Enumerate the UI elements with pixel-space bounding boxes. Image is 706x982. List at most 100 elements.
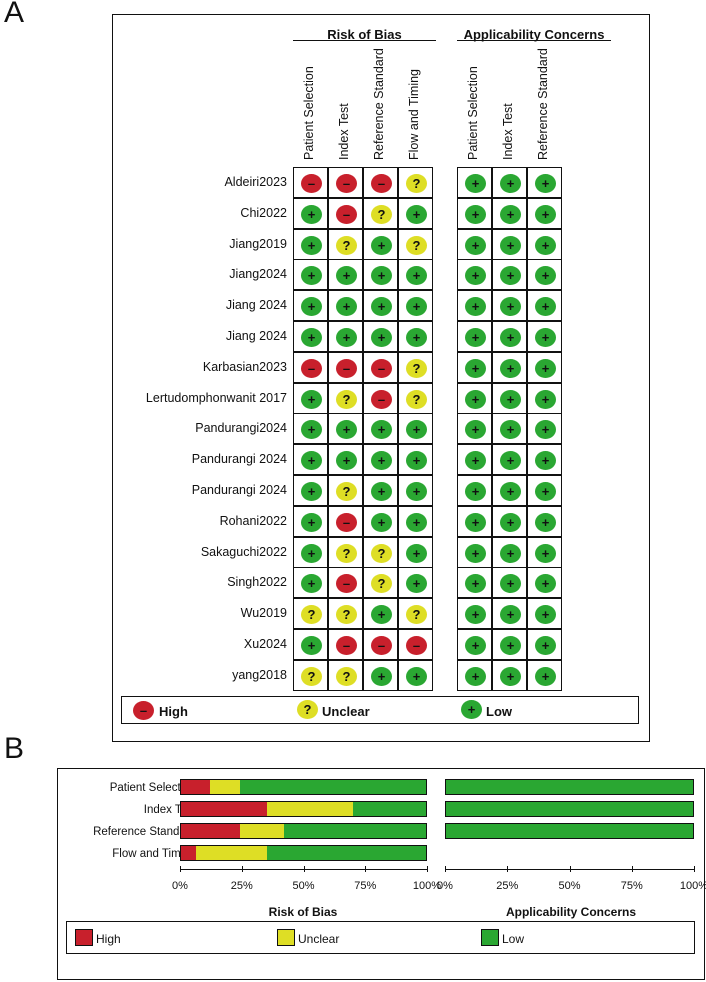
judgement-symbol: + xyxy=(465,266,486,286)
judgement-symbol: + xyxy=(500,297,521,317)
app-bar xyxy=(445,801,694,817)
judgement-symbol: + xyxy=(535,204,556,224)
judgement-symbol: + xyxy=(406,266,427,286)
judgement-symbol: ? xyxy=(301,605,322,625)
legend-unclear-symbol: ? xyxy=(297,700,318,719)
judgement-symbol: + xyxy=(500,266,521,286)
judgement-symbol: + xyxy=(535,605,556,625)
study-label: Jiang2019 xyxy=(229,236,287,251)
rob-cell: + xyxy=(293,321,328,352)
app-cell: + xyxy=(527,351,562,383)
bar-segment-low xyxy=(239,780,426,794)
judgement-symbol: ? xyxy=(336,482,357,501)
app-cell: + xyxy=(457,629,492,660)
study-label: Pandurangi 2024 xyxy=(191,452,287,467)
rob-cell: – xyxy=(328,197,363,229)
rob-cell: ? xyxy=(328,659,363,691)
judgement-symbol: ? xyxy=(406,174,427,193)
judgement-symbol: + xyxy=(500,482,521,501)
judgement-symbol: + xyxy=(500,574,521,594)
rob-cell: + xyxy=(363,505,398,537)
study-label: Karbasian2023 xyxy=(202,359,287,374)
app-cell: + xyxy=(457,444,492,476)
legend-high-symbol: – xyxy=(133,701,154,720)
axis-tick-label: 100% xyxy=(412,880,442,892)
rob-cell: + xyxy=(363,475,398,506)
rob-cell: + xyxy=(363,413,398,445)
app-cell: + xyxy=(527,629,562,660)
app-cell: + xyxy=(527,475,562,506)
rob-cell: ? xyxy=(398,167,433,198)
panel-a-legend xyxy=(121,696,639,724)
bar-category-label: Reference Standard xyxy=(93,826,196,838)
bar-segment-high xyxy=(181,846,196,860)
judgement-symbol: + xyxy=(301,451,322,471)
rob-cell: + xyxy=(398,259,433,291)
rob-cell: – xyxy=(328,167,363,198)
judgement-symbol: + xyxy=(465,574,486,594)
judgement-symbol: – xyxy=(406,636,427,655)
judgement-symbol: + xyxy=(371,297,392,317)
app-cell: + xyxy=(492,351,527,383)
judgement-symbol: + xyxy=(406,297,427,317)
judgement-symbol: + xyxy=(535,174,556,193)
judgement-symbol: + xyxy=(465,482,486,501)
rob-cell: – xyxy=(328,567,363,599)
risk-of-bias-header: Risk of Bias xyxy=(327,27,402,42)
app-cell: + xyxy=(457,598,492,630)
rob-cell: + xyxy=(363,321,398,352)
rob-cell: – xyxy=(328,505,363,537)
applicability-header: Applicability Concerns xyxy=(463,27,605,42)
judgement-symbol: + xyxy=(301,512,322,532)
rob-cell: + xyxy=(293,567,328,599)
axis-tick-label: 100% xyxy=(679,880,706,892)
judgement-symbol: + xyxy=(465,451,486,471)
judgement-symbol: + xyxy=(500,389,521,409)
judgement-symbol: + xyxy=(535,420,556,440)
legend-b-unclear-swatch xyxy=(277,929,295,946)
bar-segment-unclear xyxy=(239,824,284,838)
judgement-symbol: + xyxy=(500,666,521,686)
rob-cell: + xyxy=(328,321,363,352)
bar-segment-high xyxy=(181,824,240,838)
judgement-symbol: + xyxy=(301,482,322,501)
judgement-symbol: + xyxy=(406,451,427,471)
judgement-symbol: + xyxy=(301,266,322,286)
legend-b-high-swatch xyxy=(75,929,93,946)
judgement-symbol: + xyxy=(535,512,556,532)
rob-cell: + xyxy=(398,444,433,476)
judgement-symbol: ? xyxy=(406,389,427,409)
app-cell: + xyxy=(527,413,562,445)
judgement-symbol: + xyxy=(406,574,427,594)
rob-cell: – xyxy=(398,629,433,660)
rob-cell: + xyxy=(293,197,328,229)
axis-tick xyxy=(427,866,428,872)
rob-cell: + xyxy=(398,413,433,445)
judgement-symbol: + xyxy=(301,636,322,655)
rob-cell: ? xyxy=(363,567,398,599)
study-label: Sakaguchi2022 xyxy=(200,544,287,559)
app-column-label: Index Test xyxy=(501,103,515,160)
rob-cell: + xyxy=(363,290,398,322)
judgement-symbol: + xyxy=(406,420,427,440)
axis-tick xyxy=(631,866,633,872)
app-cell: + xyxy=(527,259,562,291)
rob-cell: + xyxy=(398,197,433,229)
rob-cell: ? xyxy=(363,536,398,568)
app-cell: + xyxy=(457,659,492,691)
judgement-symbol: + xyxy=(371,482,392,501)
rob-cell: + xyxy=(398,321,433,352)
app-bar xyxy=(445,823,694,839)
axis-tick-label: 0% xyxy=(172,880,188,892)
rob-column-label: Index Test xyxy=(337,103,351,160)
rob-cell: – xyxy=(328,629,363,660)
legend-b-low-label: Low xyxy=(502,932,525,946)
panel-a-frame xyxy=(112,14,650,742)
rob-cell: ? xyxy=(293,659,328,691)
rob-cell: – xyxy=(293,167,328,198)
legend-low-label: Low xyxy=(486,704,512,719)
rob-cell: ? xyxy=(398,382,433,414)
app-cell: + xyxy=(492,567,527,599)
app-cell: + xyxy=(457,382,492,414)
judgement-symbol: + xyxy=(371,605,392,625)
